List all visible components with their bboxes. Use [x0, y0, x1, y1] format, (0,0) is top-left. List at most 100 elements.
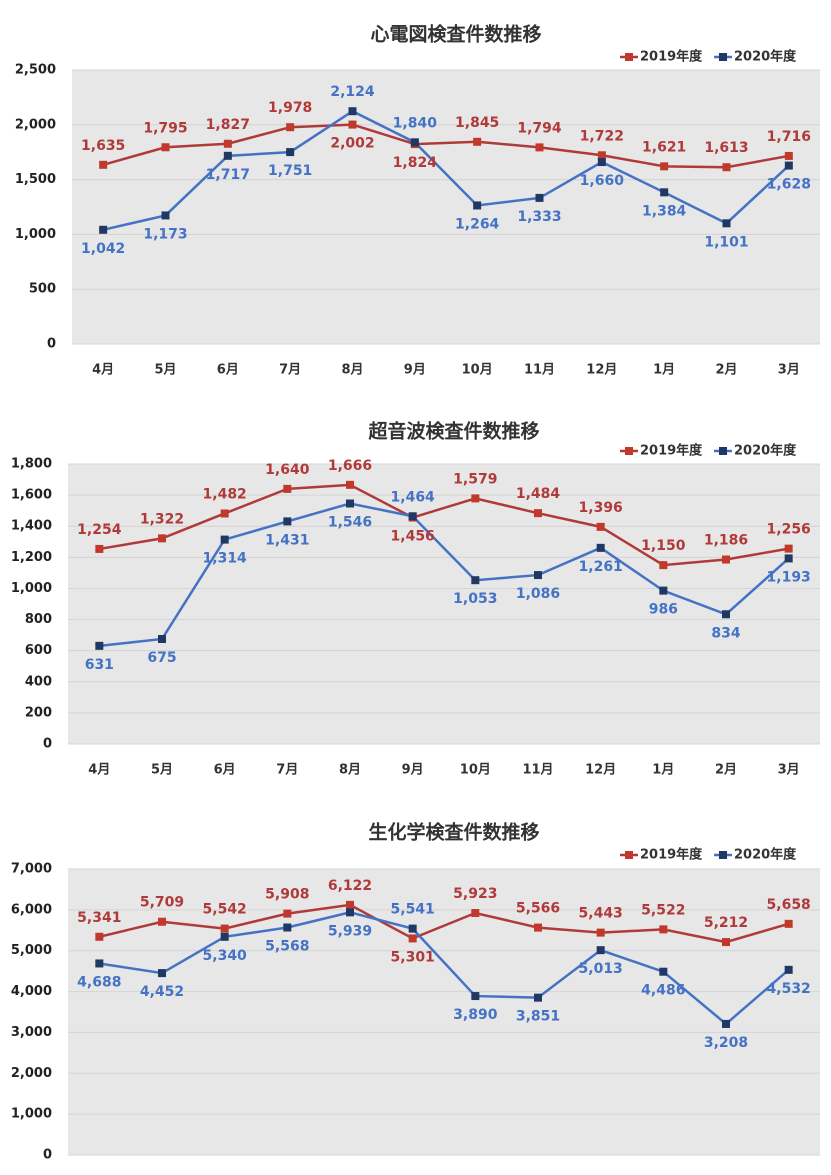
- y-tick-label: 0: [43, 737, 52, 752]
- data-label: 5,658: [767, 897, 811, 913]
- marker: [95, 959, 104, 968]
- data-label: 1,795: [143, 120, 187, 136]
- series-line: [99, 911, 790, 1026]
- legend-marker: [719, 851, 727, 859]
- marker: [161, 211, 170, 220]
- data-label: 5,566: [516, 901, 560, 917]
- y-tick-label: 2,000: [11, 1066, 52, 1081]
- data-label: 4,532: [767, 981, 811, 997]
- x-tick-label: 11月: [522, 763, 553, 778]
- marker: [158, 635, 166, 643]
- legend-label: 2019年度: [640, 847, 703, 863]
- data-label: 1,660: [580, 173, 625, 189]
- data-label: 1,845: [455, 115, 499, 131]
- plot-area: [68, 464, 820, 744]
- plot-area: [68, 869, 820, 1155]
- data-label: 1,716: [767, 129, 811, 145]
- data-label: 1,613: [704, 140, 748, 156]
- marker: [220, 509, 229, 518]
- data-label: 1,333: [517, 209, 561, 225]
- data-label: 1,086: [516, 586, 560, 602]
- data-label: 675: [147, 650, 176, 666]
- x-tick-label: 8月: [339, 763, 361, 778]
- x-tick-label: 5月: [154, 363, 176, 378]
- marker: [346, 900, 354, 909]
- data-label: 986: [649, 602, 678, 618]
- data-label: 1,256: [767, 522, 811, 538]
- x-tick-label: 10月: [462, 363, 493, 378]
- data-label: 3,851: [516, 1009, 560, 1025]
- marker: [596, 928, 605, 937]
- chart-title: 生化学検査件数推移: [368, 821, 539, 844]
- data-label: 1,978: [268, 100, 312, 116]
- marker: [99, 160, 108, 169]
- marker: [660, 162, 669, 171]
- x-tick-label: 11月: [524, 363, 555, 378]
- marker: [534, 509, 542, 518]
- data-label: 1,384: [642, 203, 687, 219]
- y-tick-label: 500: [29, 282, 56, 297]
- data-label: 5,341: [77, 910, 121, 926]
- x-tick-label: 12月: [585, 763, 616, 778]
- data-label: 1,794: [517, 120, 562, 136]
- data-label: 1,053: [453, 591, 497, 607]
- plot-area: [72, 70, 820, 344]
- data-label: 1,264: [455, 216, 500, 232]
- data-label: 2,124: [330, 84, 375, 100]
- marker: [283, 484, 292, 493]
- marker: [223, 139, 232, 148]
- y-tick-label: 1,000: [11, 1107, 52, 1122]
- marker: [473, 137, 482, 146]
- data-label: 5,212: [704, 915, 748, 931]
- marker: [286, 148, 295, 157]
- data-label: 5,568: [265, 939, 309, 955]
- marker: [471, 909, 480, 918]
- marker: [161, 143, 170, 152]
- marker: [659, 967, 668, 976]
- data-label: 1,827: [206, 117, 250, 133]
- y-tick-label: 3,000: [11, 1025, 52, 1040]
- marker: [473, 201, 482, 210]
- y-tick-label: 5,000: [11, 943, 52, 958]
- data-label: 1,546: [328, 515, 372, 531]
- y-tick-label: 600: [25, 643, 52, 658]
- data-label: 1,579: [453, 471, 497, 487]
- data-label: 1,193: [767, 569, 811, 585]
- marker: [348, 107, 357, 116]
- data-label: 5,923: [453, 886, 497, 902]
- marker: [220, 932, 229, 941]
- data-label: 1,640: [265, 462, 310, 478]
- legend-marker: [625, 53, 633, 61]
- x-tick-label: 4月: [92, 363, 114, 378]
- marker: [722, 163, 731, 172]
- marker: [346, 908, 354, 917]
- data-label: 4,486: [641, 983, 685, 999]
- data-label: 2,002: [330, 136, 374, 152]
- y-tick-label: 0: [47, 337, 56, 352]
- marker: [283, 909, 292, 918]
- marker: [408, 924, 417, 933]
- data-label: 4,452: [140, 984, 184, 1000]
- legend-label: 2019年度: [640, 443, 703, 459]
- marker: [410, 138, 419, 147]
- y-tick-label: 1,600: [11, 488, 52, 503]
- y-tick-label: 1,200: [11, 550, 52, 565]
- data-label: 1,396: [579, 500, 623, 516]
- marker: [534, 993, 542, 1002]
- data-label: 1,314: [203, 551, 248, 567]
- legend-label: 2020年度: [734, 847, 797, 863]
- data-label: 1,173: [143, 226, 187, 242]
- marker: [534, 923, 542, 932]
- data-label: 1,628: [767, 177, 811, 193]
- marker: [784, 965, 793, 974]
- marker: [283, 517, 292, 526]
- data-label: 5,301: [391, 949, 435, 965]
- chart-title: 心電図検査件数推移: [370, 23, 541, 46]
- marker: [597, 158, 606, 167]
- marker: [95, 641, 104, 650]
- legend-label: 2020年度: [734, 443, 797, 459]
- marker: [158, 917, 166, 926]
- y-tick-label: 1,500: [15, 172, 56, 187]
- data-label: 1,824: [393, 155, 438, 171]
- x-tick-label: 2月: [715, 763, 737, 778]
